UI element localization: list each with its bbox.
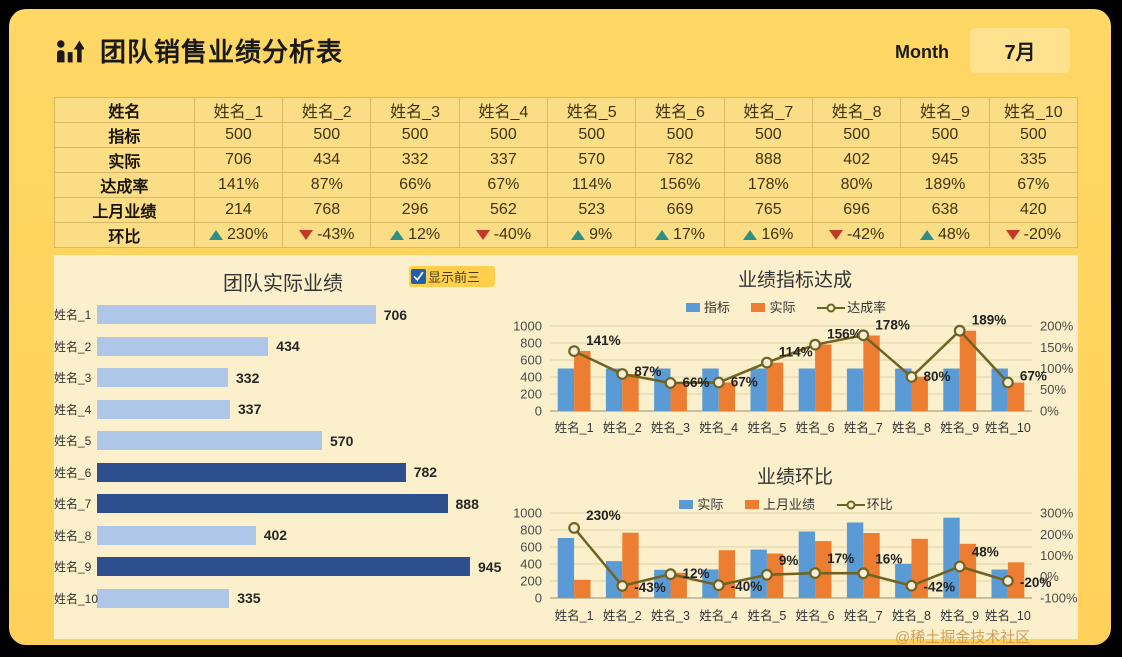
svg-text:-43%: -43%	[634, 580, 666, 595]
svg-text:141%: 141%	[586, 333, 621, 348]
svg-text:48%: 48%	[972, 545, 999, 560]
svg-text:-100%: -100%	[1040, 591, 1078, 606]
svg-text:0: 0	[535, 591, 542, 606]
svg-text:12%: 12%	[683, 566, 710, 581]
svg-text:-20%: -20%	[1020, 575, 1052, 590]
svg-text:80%: 80%	[924, 369, 951, 384]
svg-text:-40%: -40%	[731, 579, 763, 594]
svg-text:0: 0	[535, 404, 542, 419]
svg-text:-42%: -42%	[924, 580, 956, 595]
svg-text:200: 200	[520, 387, 542, 402]
svg-text:100%: 100%	[1040, 548, 1074, 563]
svg-text:9%: 9%	[779, 553, 799, 568]
svg-text:200%: 200%	[1040, 527, 1074, 542]
svg-text:400: 400	[520, 370, 542, 385]
svg-text:178%: 178%	[875, 317, 910, 332]
svg-text:200%: 200%	[1040, 319, 1074, 334]
svg-text:67%: 67%	[731, 375, 758, 390]
svg-text:114%: 114%	[779, 345, 813, 360]
svg-text:230%: 230%	[586, 508, 621, 523]
svg-text:300%: 300%	[1040, 506, 1074, 521]
svg-text:16%: 16%	[875, 551, 902, 566]
svg-text:87%: 87%	[634, 364, 661, 379]
svg-text:67%: 67%	[1020, 369, 1047, 384]
svg-text:800: 800	[520, 523, 542, 538]
svg-text:66%: 66%	[683, 375, 710, 390]
svg-text:150%: 150%	[1040, 340, 1074, 355]
svg-text:600: 600	[520, 540, 542, 555]
svg-text:189%: 189%	[972, 313, 1007, 328]
svg-text:600: 600	[520, 353, 542, 368]
svg-text:156%: 156%	[827, 327, 862, 342]
svg-text:400: 400	[520, 557, 542, 572]
svg-text:1000: 1000	[513, 506, 542, 521]
svg-text:50%: 50%	[1040, 382, 1066, 397]
svg-text:200: 200	[520, 574, 542, 589]
svg-text:800: 800	[520, 336, 542, 351]
svg-text:1000: 1000	[513, 319, 542, 334]
svg-text:0%: 0%	[1040, 404, 1059, 419]
svg-text:17%: 17%	[827, 551, 854, 566]
